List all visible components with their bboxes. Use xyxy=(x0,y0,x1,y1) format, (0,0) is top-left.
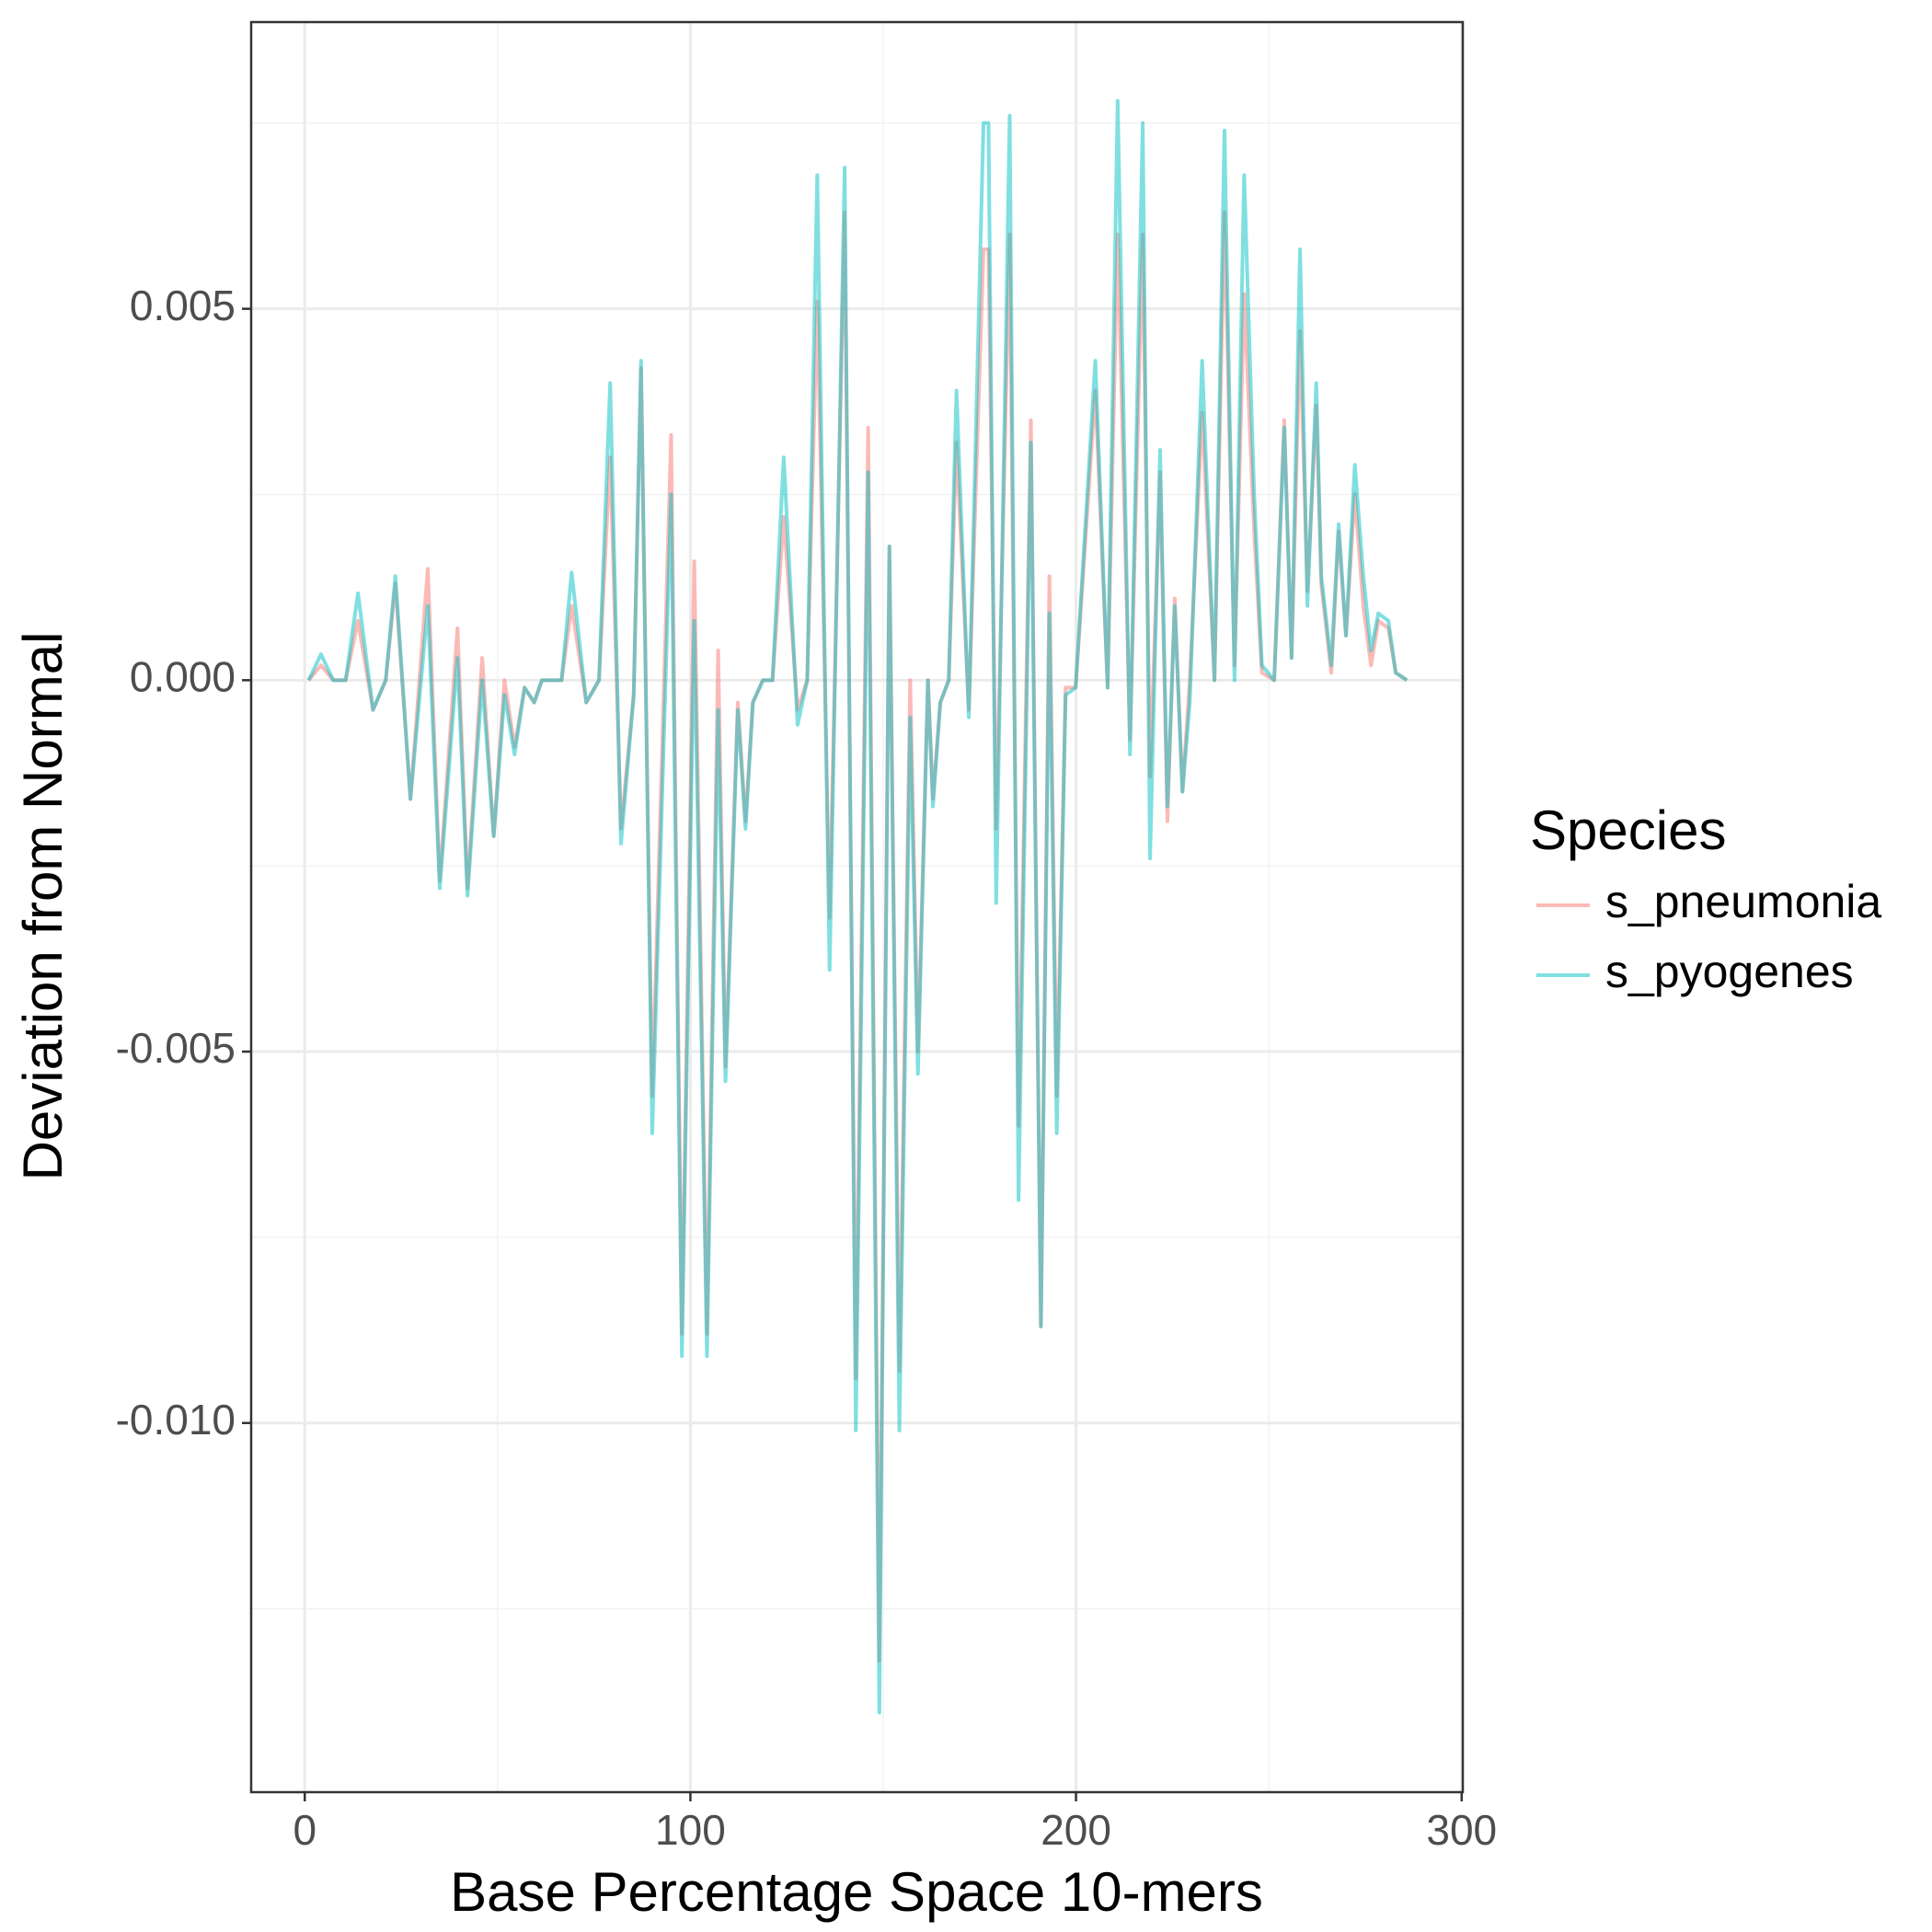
legend-label: s_pyogenes xyxy=(1605,946,1854,997)
plot-area xyxy=(306,98,1409,1715)
x-axis-title: Base Percentage Space 10-mers xyxy=(450,1861,1263,1923)
series-line xyxy=(306,210,1409,1663)
x-tick-label: 100 xyxy=(655,1806,726,1854)
legend: s_pneumonia s_pyogenes xyxy=(1536,876,1881,997)
panel-border xyxy=(249,20,1465,1794)
legend-title: Species xyxy=(1530,799,1726,861)
x-tick-label: 300 xyxy=(1426,1806,1497,1854)
x-tick-label: 200 xyxy=(1041,1806,1111,1854)
y-axis-title: Deviation from Normal xyxy=(12,632,74,1181)
grid xyxy=(251,22,1464,1792)
y-tick-label: -0.010 xyxy=(116,1396,236,1443)
y-tick-label: 0.000 xyxy=(130,652,236,700)
y-tick-label: 0.005 xyxy=(130,282,236,329)
legend-label: s_pneumonia xyxy=(1605,876,1881,927)
x-tick-label: 0 xyxy=(293,1806,316,1854)
series-line xyxy=(306,98,1409,1715)
y-tick-label: -0.005 xyxy=(116,1024,236,1072)
